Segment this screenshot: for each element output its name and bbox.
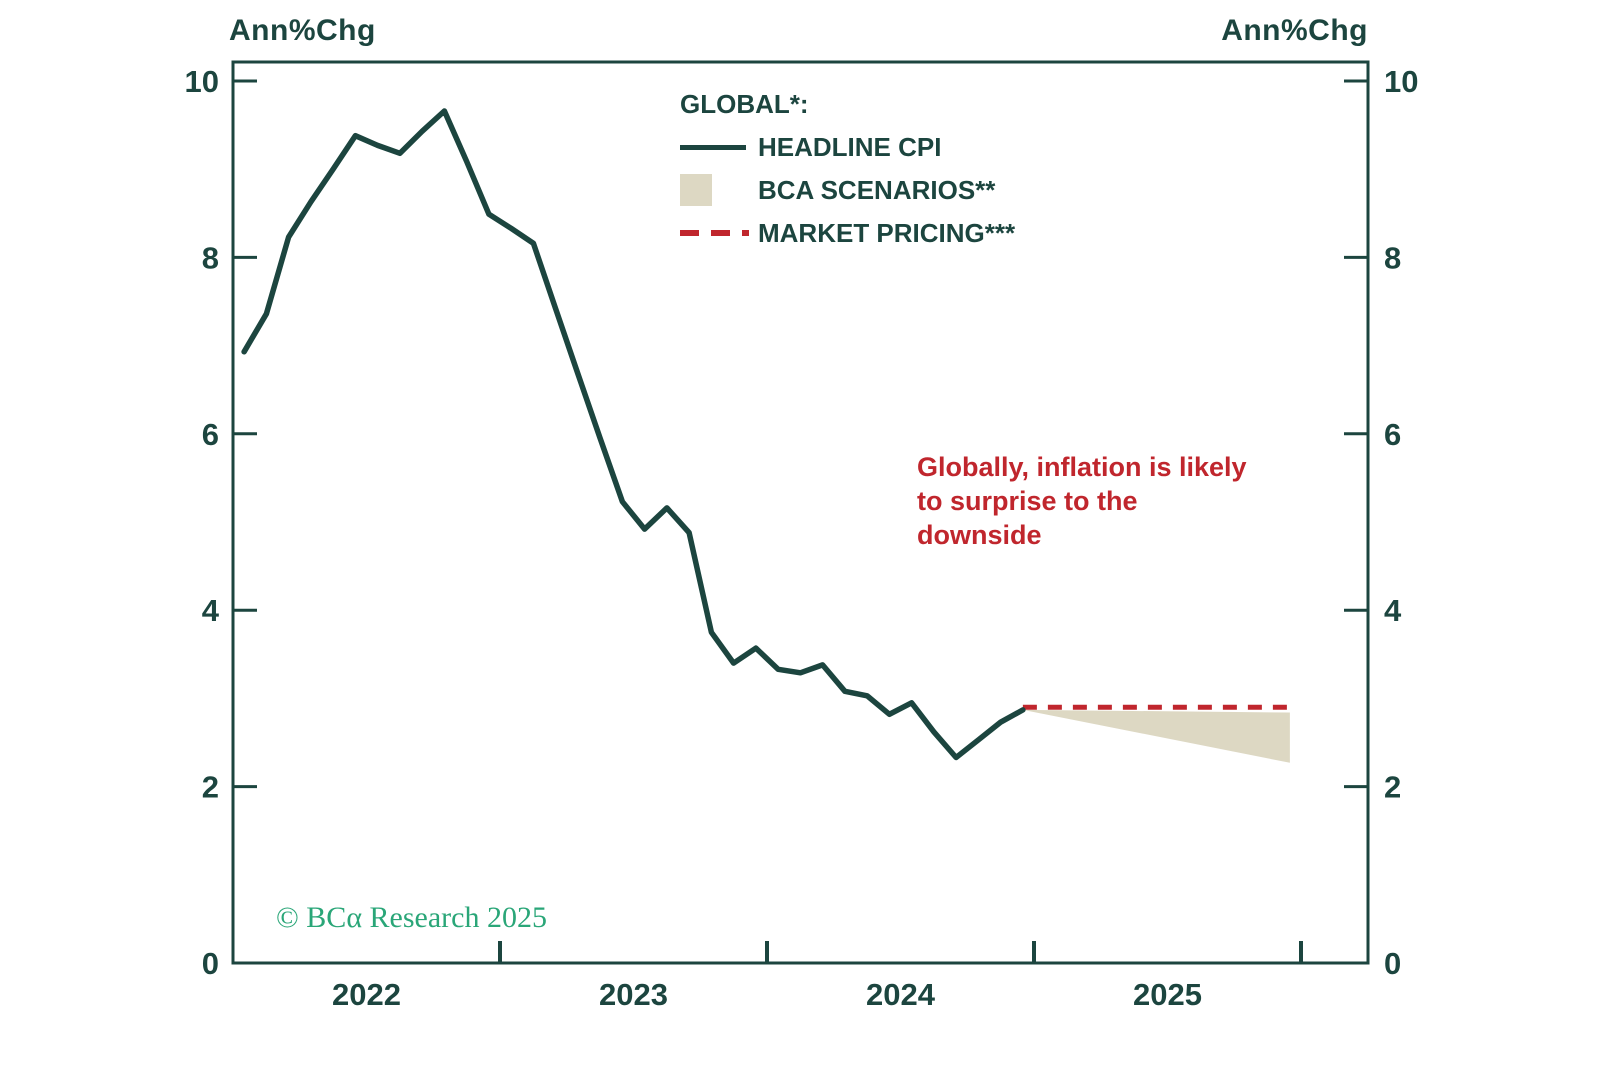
y-axis-label-left: 4 — [202, 593, 220, 628]
headline-cpi-line — [241, 108, 1026, 761]
y-axis-label-left: 10 — [185, 64, 219, 99]
legend-title: GLOBAL*: — [680, 89, 809, 119]
y-axis-label-right: 10 — [1384, 64, 1418, 99]
legend-item-market-pricing: MARKET PRICING*** — [680, 217, 1015, 249]
legend: GLOBAL*: HEADLINE CPI BCA SCENARIOS** MA… — [680, 88, 1015, 260]
y-axis-label-left: 2 — [202, 770, 219, 805]
filled-area-icon — [680, 174, 712, 206]
y-axis-label-right: 4 — [1384, 593, 1402, 628]
legend-item-bca-scenarios: BCA SCENARIOS** — [680, 174, 1015, 206]
legend-item-headline-cpi: HEADLINE CPI — [680, 131, 1015, 163]
annotation-text: Globally, inflation is likely to surpris… — [917, 452, 1247, 550]
copyright: © BCα Research 2025 — [276, 901, 547, 934]
swatch-column — [680, 174, 758, 206]
y-axis-label-right: 2 — [1384, 770, 1401, 805]
left-axis-title: Ann%Chg — [229, 14, 376, 47]
y-axis-label-right: 0 — [1384, 946, 1401, 981]
x-axis-year-label: 2025 — [1133, 977, 1202, 1012]
y-axis-label-right: 8 — [1384, 240, 1401, 275]
y-axis-label-left: 0 — [202, 946, 219, 981]
bca-scenarios-wedge — [1022, 709, 1290, 763]
swatch-column — [680, 230, 758, 236]
y-axis-label-left: 8 — [202, 240, 219, 275]
legend-label-bca-scenarios: BCA SCENARIOS** — [758, 175, 996, 205]
y-axis-label-left: 6 — [202, 417, 219, 452]
x-axis-year-label: 2023 — [599, 977, 668, 1012]
right-axis-title: Ann%Chg — [1221, 14, 1368, 47]
solid-line-icon — [680, 144, 746, 150]
swatch-column — [680, 144, 758, 150]
dashed-line-icon — [680, 230, 749, 236]
x-axis-year-label: 2022 — [332, 977, 401, 1012]
x-axis-year-label: 2024 — [866, 977, 936, 1012]
legend-label-headline-cpi: HEADLINE CPI — [758, 132, 942, 162]
y-axis-label-right: 6 — [1384, 417, 1401, 452]
legend-label-market-pricing: MARKET PRICING*** — [758, 218, 1016, 248]
